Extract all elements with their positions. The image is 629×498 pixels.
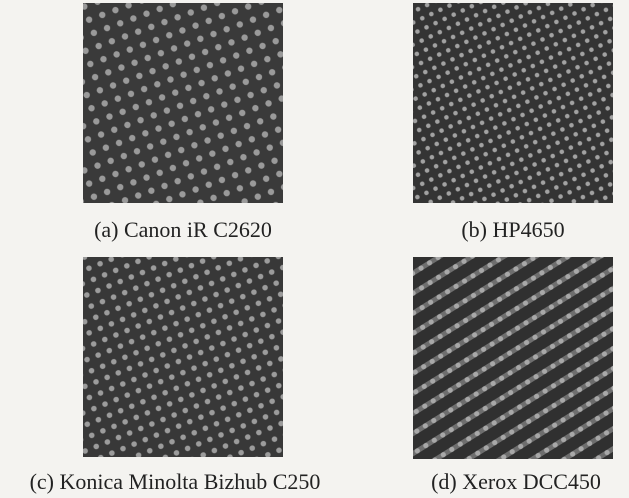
texture-image	[413, 3, 613, 203]
caption: (a) Canon iR C2620	[94, 217, 272, 242]
caption: (b) HP4650	[461, 217, 564, 242]
texture-image	[83, 257, 283, 457]
figure-page: (a) Canon iR C2620 (b) HP4650 (c) Konica…	[0, 0, 629, 498]
caption: (d) Xerox DCC450	[431, 469, 601, 494]
texture-image	[413, 257, 613, 459]
texture-image	[83, 3, 283, 203]
caption: (c) Konica Minolta Bizhub C250	[30, 469, 321, 494]
